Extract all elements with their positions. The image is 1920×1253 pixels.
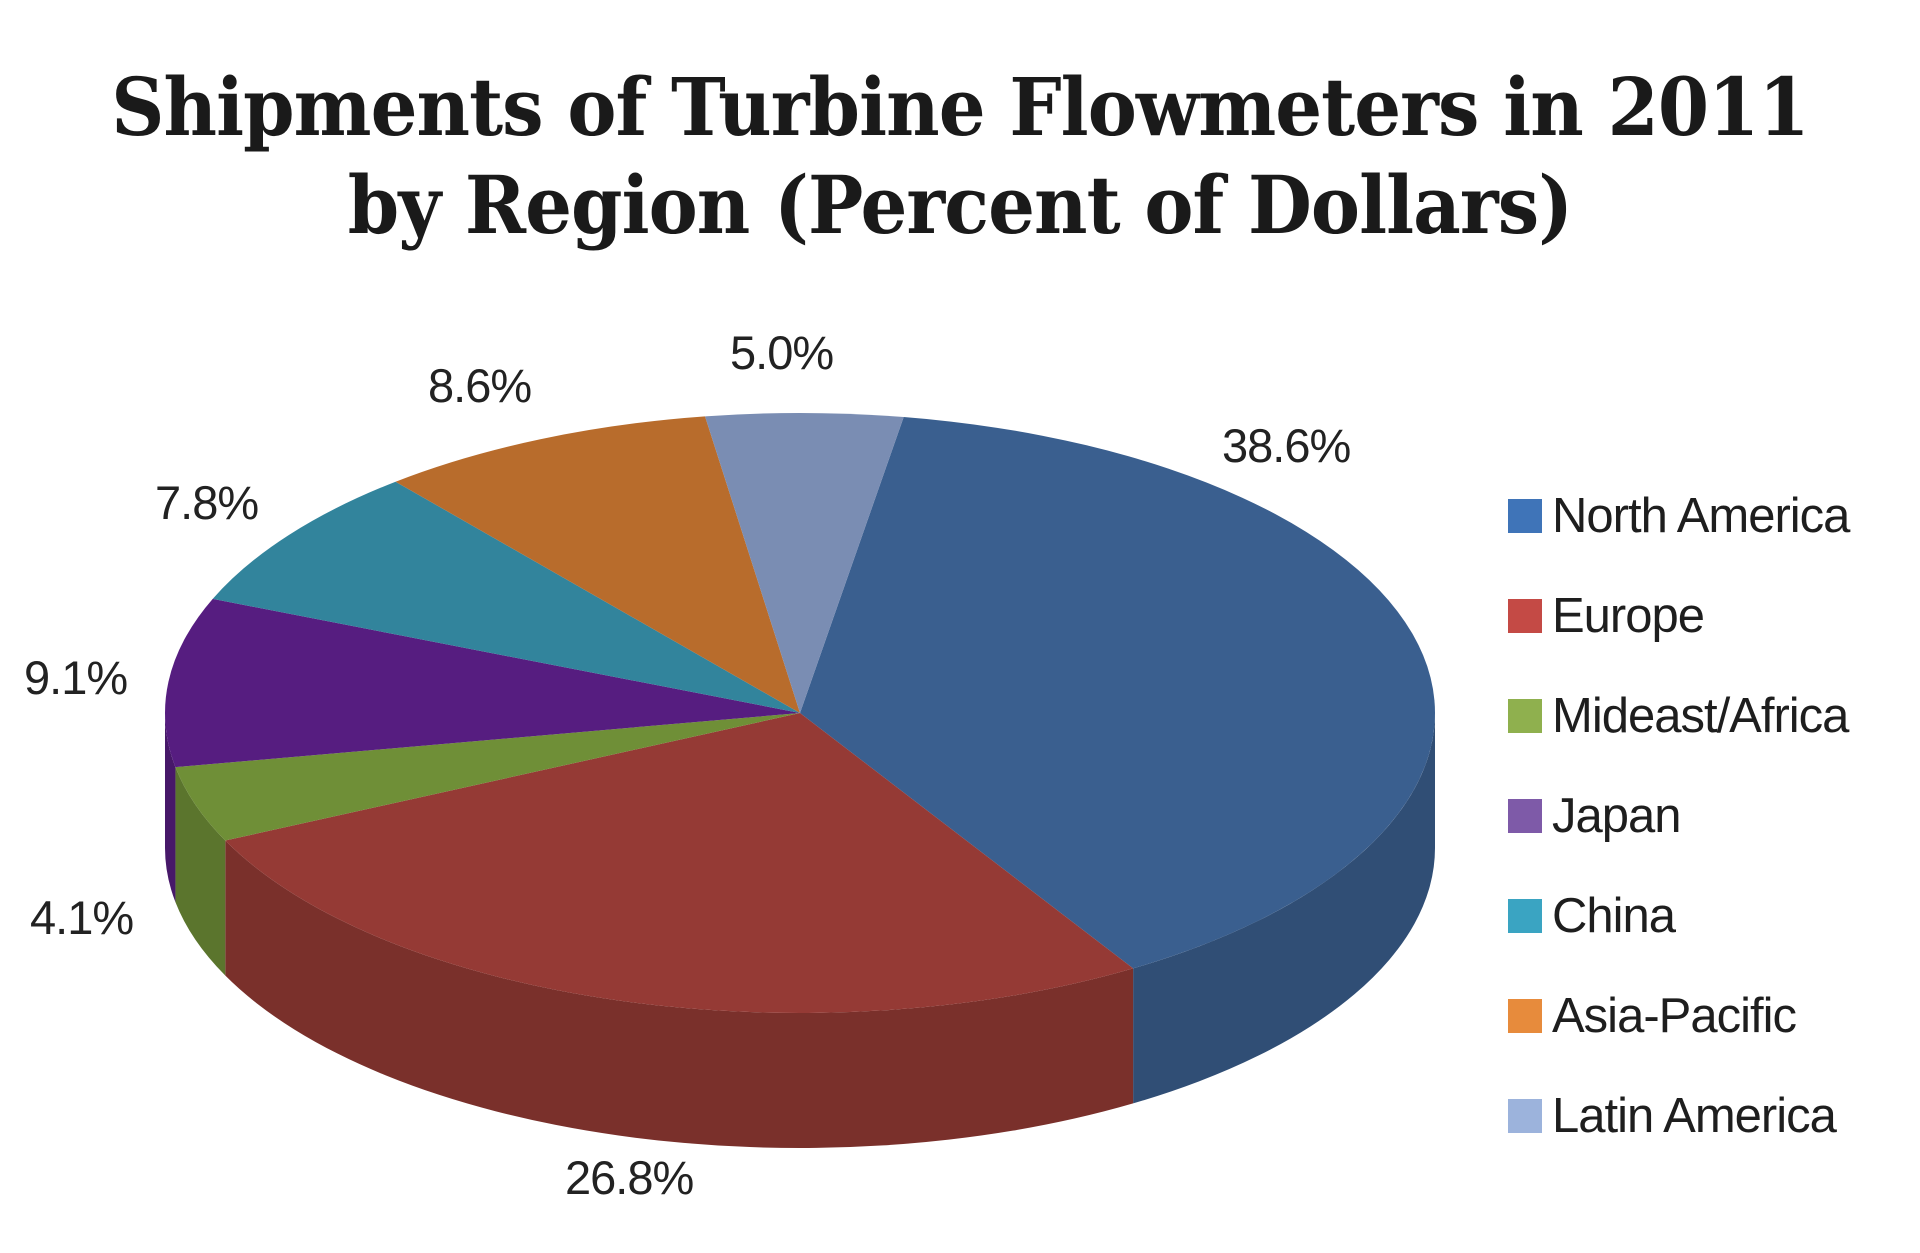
legend: North America Europe Mideast/Africa Japa… xyxy=(1508,466,1850,1166)
label-japan: 9.1% xyxy=(24,651,128,704)
legend-item-asia-pacific: Asia-Pacific xyxy=(1508,966,1849,1066)
pie-side-europe xyxy=(225,840,1134,1148)
legend-item-north-america: North America xyxy=(1508,466,1850,566)
chart-title-line-2: by Region (Percent of Dollars) xyxy=(347,158,1573,252)
pie-slice-europe xyxy=(225,713,1134,1013)
label-mideast-africa: 4.1% xyxy=(30,891,134,944)
label-asia-pacific: 8.6% xyxy=(428,359,532,412)
pie-slice-latin-america xyxy=(705,412,904,713)
pie-slice-china xyxy=(212,481,800,713)
legend-swatch xyxy=(1508,1099,1542,1133)
legend-item-japan: Japan xyxy=(1508,766,1849,866)
legend-swatch xyxy=(1508,699,1542,733)
pie-slice-japan xyxy=(164,598,800,768)
legend-swatch xyxy=(1508,599,1542,633)
pie-side-japan xyxy=(165,713,176,903)
pie-slice-asia-pacific xyxy=(395,416,800,713)
legend-item-europe: Europe xyxy=(1508,566,1849,666)
label-north-america: 38.6% xyxy=(1222,419,1351,472)
pie-slice-north-america xyxy=(800,417,1435,969)
legend-item-latin-america: Latin America xyxy=(1508,1066,1849,1166)
label-china: 7.8% xyxy=(155,476,259,529)
pie-slice-mideast-africa xyxy=(175,713,800,841)
legend-swatch xyxy=(1508,799,1542,833)
chart-title: Shipments of Turbine Flowmeters in 2011 … xyxy=(77,58,1843,254)
pie-side-north-america xyxy=(1133,713,1435,1104)
legend-item-china: China xyxy=(1508,866,1849,966)
legend-swatch xyxy=(1508,999,1542,1033)
pie-side-mideast-africa xyxy=(175,767,226,976)
legend-item-mideast-africa: Mideast/Africa xyxy=(1508,666,1849,766)
label-latin-america: 5.0% xyxy=(730,326,834,379)
chart-title-line-1: Shipments of Turbine Flowmeters in 2011 xyxy=(111,60,1809,154)
legend-swatch xyxy=(1508,899,1542,933)
legend-swatch xyxy=(1508,499,1542,533)
label-europe: 26.8% xyxy=(565,1151,694,1204)
